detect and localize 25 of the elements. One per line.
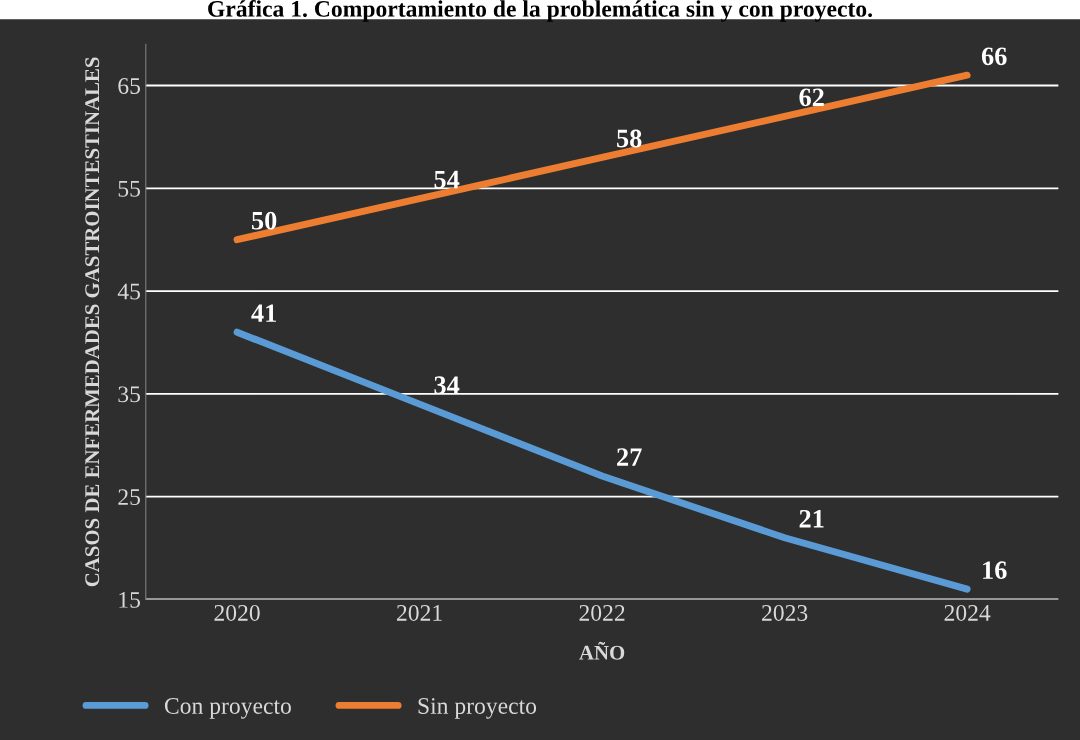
y-tick-label: 35 (118, 386, 141, 403)
x-tick-label: 2022 (579, 604, 625, 621)
legend-label: Con proyecto (164, 698, 291, 719)
data-label: 21 (799, 509, 824, 528)
data-label: 50 (252, 211, 277, 230)
data-label: 62 (799, 88, 824, 107)
y-tick-label: 15 (119, 592, 141, 608)
data-label: 54 (434, 170, 460, 189)
x-tick-label: 2023 (762, 604, 808, 621)
y-tick-label: 25 (118, 489, 141, 506)
x-axis-title: AÑO (579, 641, 625, 660)
data-label: 27 (617, 448, 642, 466)
x-tick-label: 2024 (944, 604, 991, 621)
legend-label: Sin proyecto (418, 698, 537, 719)
data-label: 66 (981, 47, 1007, 66)
data-label: 41 (251, 304, 276, 322)
y-tick-label: 45 (117, 283, 141, 300)
data-label: 16 (983, 561, 1007, 580)
chart-title: Gráfica 1. Comportamiento de la problemática sin y con proyecto. (208, 0, 873, 22)
data-label: 58 (617, 129, 642, 148)
y-tick-label: 65 (118, 78, 141, 94)
y-axis-title: CASOS DE ENFERMEDADES GASTROINTESTINALES (85, 57, 100, 587)
x-tick-label: 2020 (214, 604, 260, 621)
y-tick-label: 55 (118, 181, 141, 197)
x-tick-label: 2021 (397, 604, 442, 621)
